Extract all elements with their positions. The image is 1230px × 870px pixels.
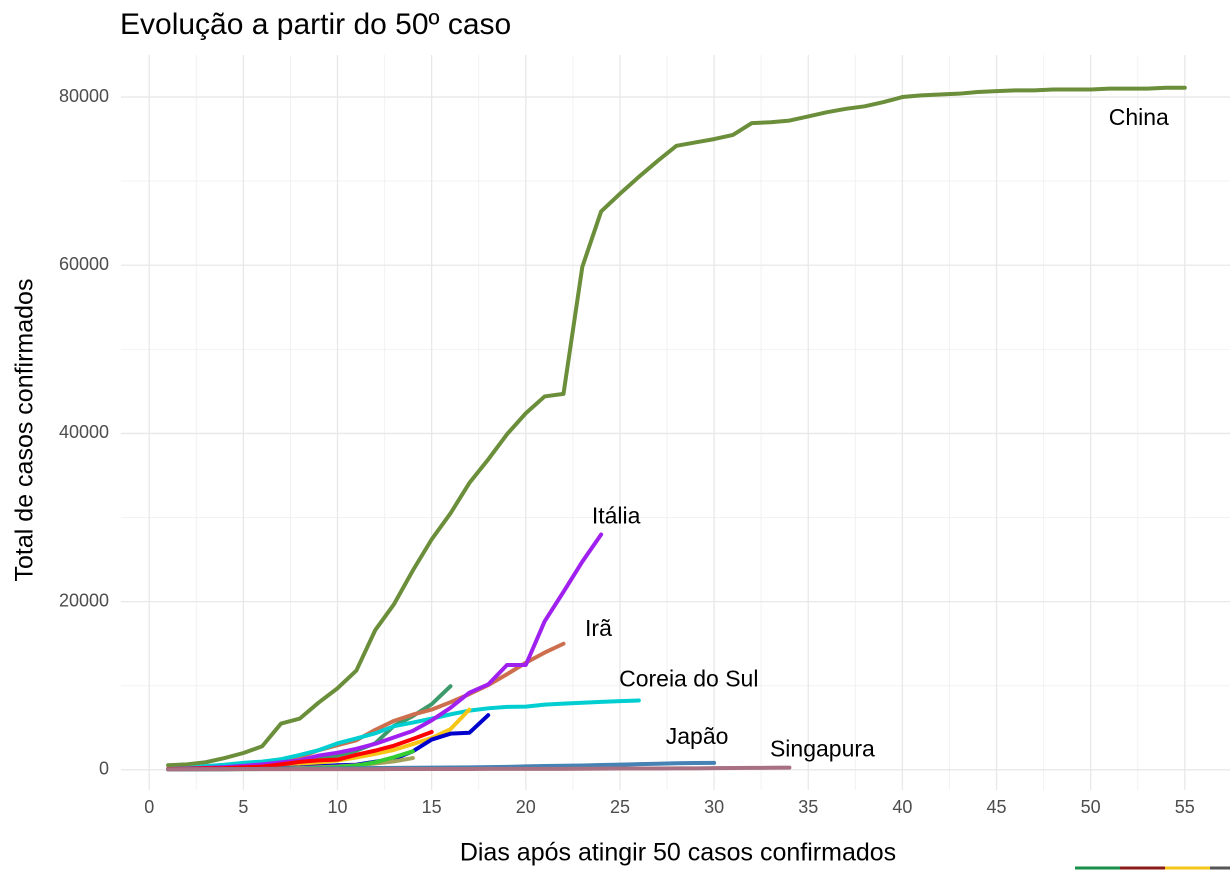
y-axis-title: Total de casos confirmados: [11, 279, 39, 582]
y-tick-label: 0: [99, 759, 109, 779]
series-line: [166, 85, 1187, 768]
series-label: Japão: [666, 723, 729, 749]
series-label: Irã: [585, 615, 612, 641]
series-line: [166, 765, 792, 772]
x-tick-label: 50: [1081, 797, 1101, 817]
x-tick-label: 15: [422, 797, 442, 817]
x-tick-label: 5: [238, 797, 248, 817]
series-line: [166, 698, 641, 771]
x-axis-title: Dias após atingir 50 casos confirmados: [460, 839, 896, 867]
series-label: Itália: [592, 503, 641, 529]
x-tick-label: 10: [328, 797, 348, 817]
x-tick-label: 45: [987, 797, 1007, 817]
series-label: China: [1109, 104, 1169, 130]
x-tick-label: 40: [892, 797, 912, 817]
y-tick-label: 80000: [59, 86, 109, 106]
x-tick-label: 30: [704, 797, 724, 817]
x-tick-label: 0: [144, 797, 154, 817]
series-label: Singapura: [770, 736, 875, 762]
y-tick-label: 40000: [59, 422, 109, 442]
x-tick-label: 20: [516, 797, 536, 817]
x-tick-label: 55: [1175, 797, 1195, 817]
series-label: Coreia do Sul: [619, 666, 758, 692]
chart-title: Evolução a partir do 50º caso: [120, 8, 511, 41]
grid: [121, 55, 1230, 790]
y-tick-label: 20000: [59, 590, 109, 610]
x-tick-label: 25: [610, 797, 630, 817]
x-tick-label: 35: [798, 797, 818, 817]
y-tick-label: 60000: [59, 254, 109, 274]
